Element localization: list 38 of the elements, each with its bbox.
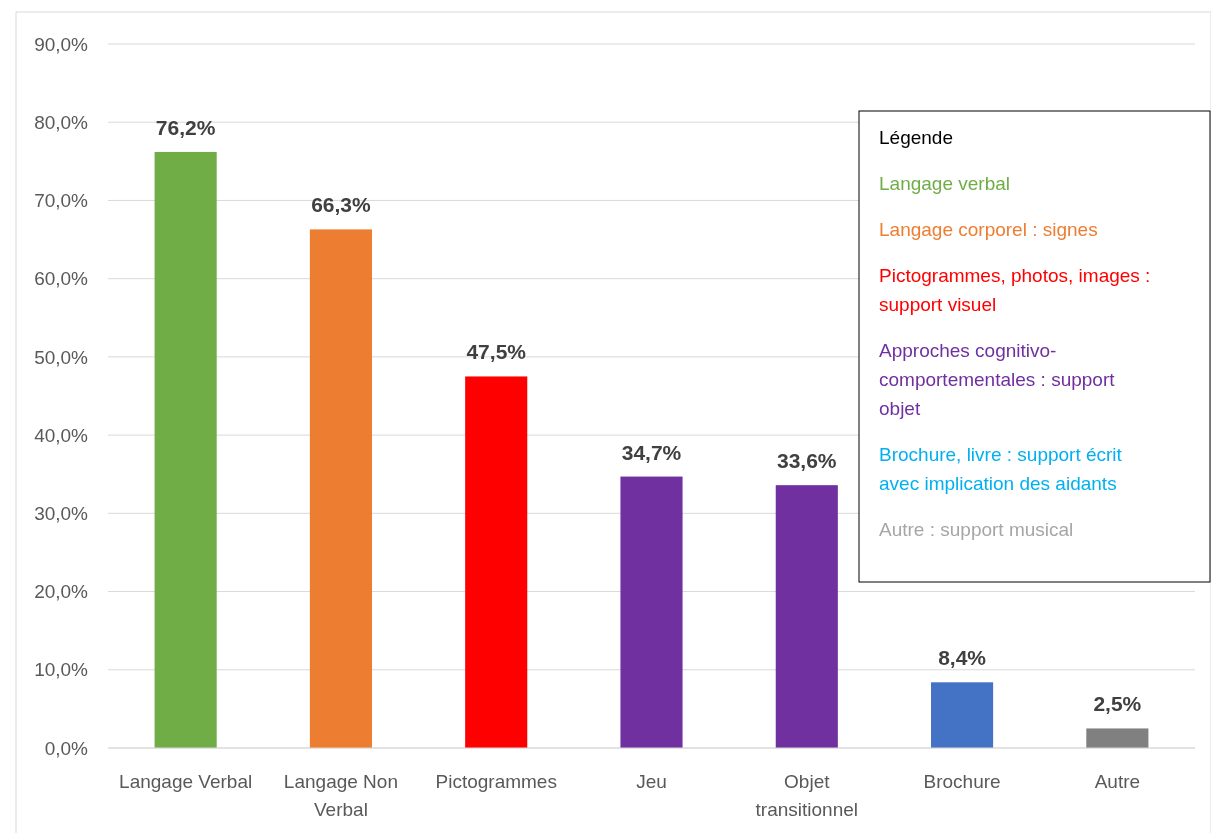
x-tick-label: Pictogrammes <box>435 771 557 792</box>
x-tick-label: Autre <box>1094 771 1141 792</box>
data-label: 8,4% <box>938 646 987 670</box>
annotation: Langage corporel : signes <box>879 219 1098 240</box>
y-tick-label: 80,0% <box>34 111 89 133</box>
data-label: 33,6% <box>777 449 837 473</box>
x-tick-label: Langage Verbal <box>119 771 253 792</box>
y-tick-label: 50,0% <box>34 346 89 368</box>
y-tick-label: 90,0% <box>34 33 89 55</box>
y-tick-label: 60,0% <box>34 268 89 290</box>
y-tick-label: 40,0% <box>34 424 89 446</box>
legend-title: Légende <box>879 127 953 148</box>
annotation: Pictogrammes, photos, images : support visuel <box>879 265 1151 315</box>
y-tick-label: 10,0% <box>34 659 89 681</box>
y-tick-label: 30,0% <box>34 502 89 524</box>
y-tick-label: 0,0% <box>44 737 89 759</box>
data-label: 2,5% <box>1093 692 1142 716</box>
annotation: Langage verbal <box>879 173 1010 194</box>
bar <box>309 229 372 748</box>
bar <box>775 485 838 748</box>
y-tick-label: 20,0% <box>34 581 89 603</box>
data-label: 47,5% <box>466 340 527 364</box>
bar <box>931 682 994 748</box>
data-label: 66,3% <box>311 193 372 217</box>
annotation: Approches cognitivo-comportementales : support objet <box>879 340 1116 419</box>
annotation: Autre : support musical <box>879 519 1074 540</box>
data-label: 76,2% <box>155 115 216 139</box>
x-tick-label: Langage Non Verbal <box>283 771 398 820</box>
bar <box>620 476 683 748</box>
bar <box>1086 728 1149 748</box>
y-tick-label: 70,0% <box>34 190 89 212</box>
data-label: 34,7% <box>621 440 682 464</box>
bar <box>154 151 217 748</box>
x-tick-label: Brochure <box>923 771 1001 792</box>
bar <box>465 376 528 748</box>
x-tick-label: Jeu <box>636 771 667 792</box>
x-tick-label: Objet transitionnel <box>755 771 859 820</box>
annotation: Brochure, livre : support écrit avec implication des aidants <box>879 444 1123 494</box>
